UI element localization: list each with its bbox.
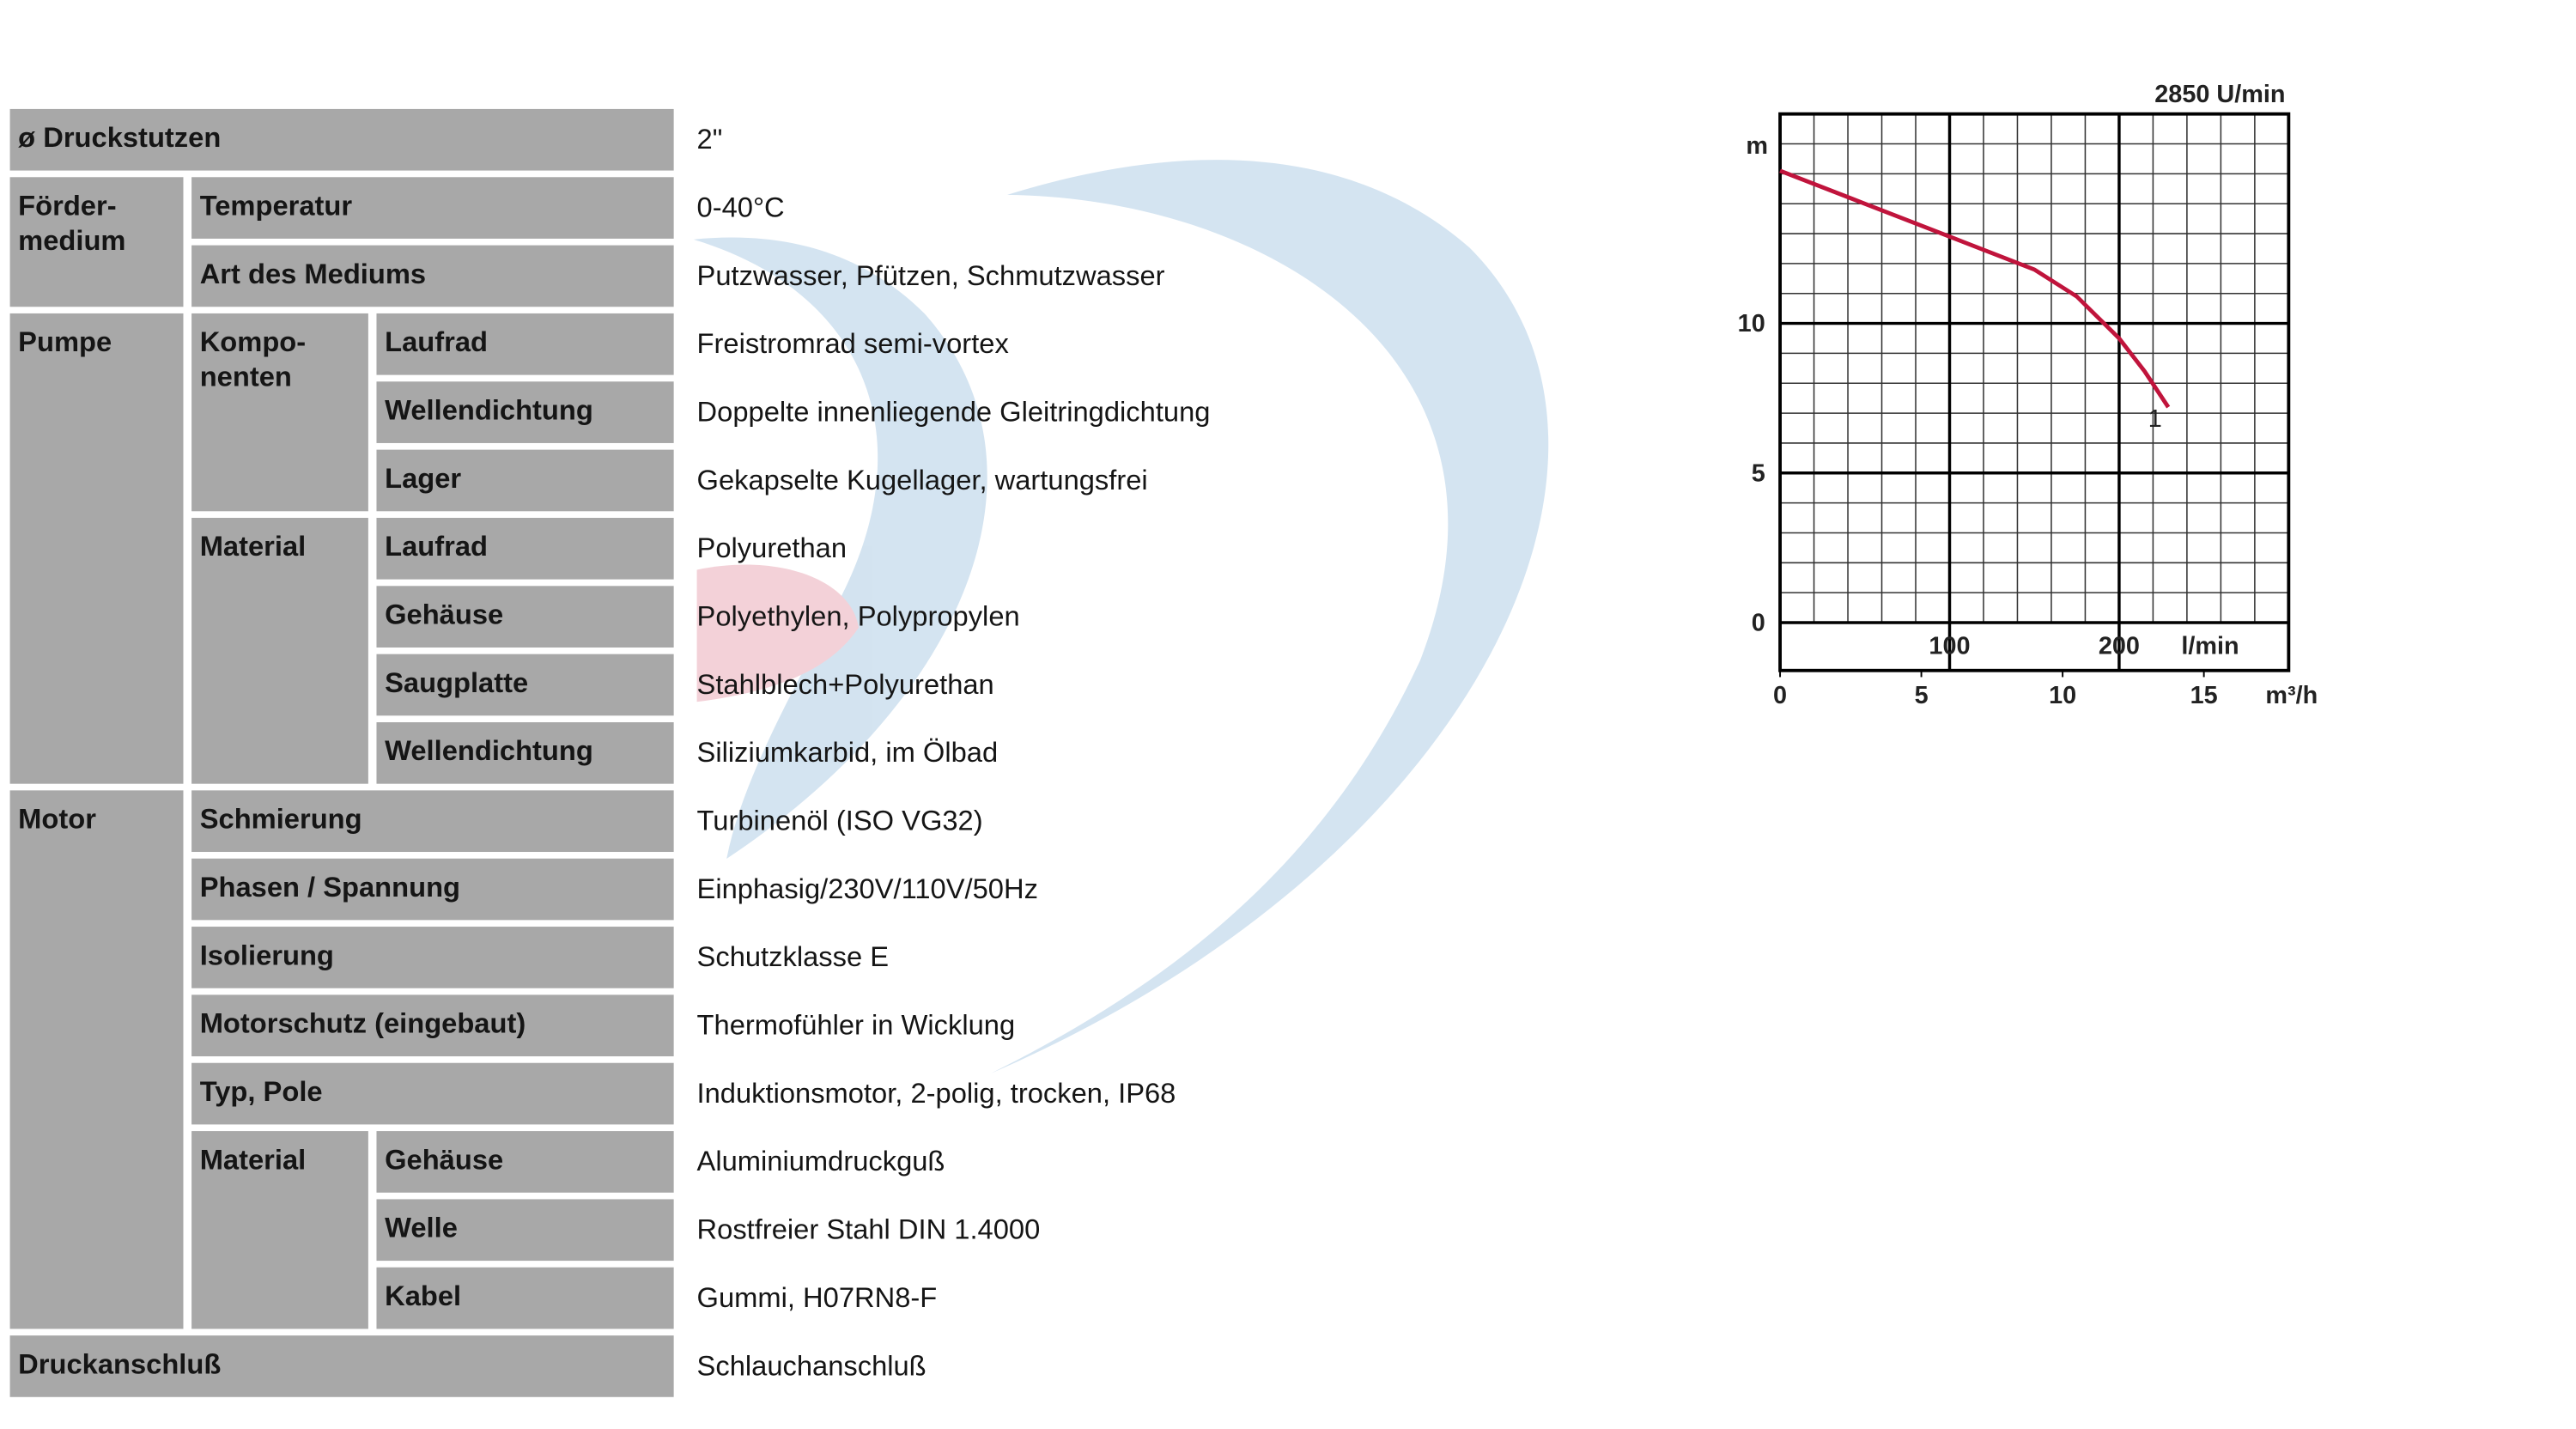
cell-value: Freistromrad semi-vortex xyxy=(697,327,1009,359)
cell-label: Material xyxy=(200,530,307,562)
cell-value: Rostfreier Stahl DIN 1.4000 xyxy=(697,1213,1041,1245)
label-cell xyxy=(191,313,368,512)
label-cell xyxy=(9,313,184,784)
cell-value: Induktionsmotor, 2-polig, trocken, IP68 xyxy=(697,1077,1176,1109)
label-cell xyxy=(9,1335,674,1397)
cell-value: Aluminiumdruckguß xyxy=(697,1145,945,1177)
x2-tick-label: 0 xyxy=(1773,682,1787,709)
x-tick-label: 100 xyxy=(1929,633,1970,660)
watermark-swoosh xyxy=(990,160,1549,1073)
label-cell xyxy=(376,449,674,512)
watermark-swoosh xyxy=(693,237,987,859)
label-cell xyxy=(9,790,184,1329)
label-cell xyxy=(376,654,674,716)
cell-value: 0-40°C xyxy=(697,191,785,222)
x2-tick-label: 5 xyxy=(1915,682,1929,709)
y-axis-label: m xyxy=(1746,132,1768,160)
cell-label: Isolierung xyxy=(200,939,334,970)
label-cell xyxy=(376,722,674,784)
curve xyxy=(1779,168,2171,409)
label-cell xyxy=(376,1131,674,1193)
cell-value: Schutzklasse E xyxy=(697,940,889,972)
cell-label: Wellendichtung xyxy=(385,394,593,426)
cell-label: Motorschutz (eingebaut) xyxy=(200,1007,526,1039)
cell-label: Temperatur xyxy=(200,189,353,221)
y-tick-label: 5 xyxy=(1752,459,1765,487)
label-cell xyxy=(376,381,674,443)
cell-label: Druckanschluß xyxy=(18,1347,221,1379)
cell-label: Lager xyxy=(385,462,461,494)
chart-title: 2850 U/min xyxy=(2154,81,2285,108)
label-cell xyxy=(376,1199,674,1262)
plot-frame xyxy=(1778,112,2291,672)
label-cell xyxy=(191,1131,368,1329)
cell-label: Material xyxy=(200,1143,307,1175)
watermark-dot xyxy=(696,564,860,702)
cell-label: Förder-medium xyxy=(18,189,125,255)
curve-label: 1 xyxy=(2148,405,2162,433)
x-axis-label: l/min xyxy=(2181,633,2239,660)
label-cell xyxy=(191,1062,674,1125)
label-cell xyxy=(191,790,674,853)
cell-value: Putzwasser, Pfützen, Schmutzwasser xyxy=(697,259,1165,291)
watermark xyxy=(693,160,1549,1073)
cell-value: Siliziumkarbid, im Ölbad xyxy=(697,736,999,768)
x-tick-label: 200 xyxy=(2099,633,2140,660)
y-tick-label: 0 xyxy=(1752,610,1765,637)
cell-value: Polyurethan xyxy=(697,532,847,563)
label-cell xyxy=(9,108,674,171)
cell-value: 2" xyxy=(697,123,723,155)
cell-value: Einphasig/230V/110V/50Hz xyxy=(697,873,1038,904)
label-cell xyxy=(191,517,368,784)
label-cell xyxy=(191,858,674,921)
cell-value: Turbinenöl (ISO VG32) xyxy=(697,805,983,836)
label-cell xyxy=(9,177,184,307)
x2-tick-label: 15 xyxy=(2190,682,2218,709)
cell-label: Laufrad xyxy=(385,325,488,357)
cell-label: Schmierung xyxy=(200,803,362,835)
label-cell xyxy=(191,177,674,239)
cell-label: Wellendichtung xyxy=(385,734,593,766)
label-cell xyxy=(191,994,674,1057)
cell-label: Welle xyxy=(385,1212,458,1244)
cell-label: Gehäuse xyxy=(385,1143,503,1175)
label-cell xyxy=(376,586,674,648)
cell-label: Laufrad xyxy=(385,530,488,562)
cell-label: Kompo-nenten xyxy=(200,325,306,392)
cell-label: Pumpe xyxy=(18,325,112,357)
cell-value: Stahlblech+Polyurethan xyxy=(697,668,994,700)
cell-value: Gekapselte Kugellager, wartungsfrei xyxy=(697,464,1148,496)
cell-label: Saugplatte xyxy=(385,666,528,698)
cell-label: ø Druckstutzen xyxy=(18,121,221,153)
cell-label: Art des Mediums xyxy=(200,258,426,289)
cell-value: Schlauchanschluß xyxy=(697,1349,927,1381)
cell-value: Polyethylen, Polypropylen xyxy=(697,599,1020,631)
cell-label: Motor xyxy=(18,803,96,835)
cell-label: Gehäuse xyxy=(385,599,503,630)
label-cell xyxy=(191,927,674,988)
spec-table: 2" ø Druckstutzen 0-40°C Temperatur Putzwass… xyxy=(9,108,1211,1397)
cell-value: Doppelte innenliegende Gleitringdichtung xyxy=(697,395,1211,427)
y-tick-label: 10 xyxy=(1738,310,1765,337)
label-cell xyxy=(376,517,674,580)
label-cell xyxy=(376,1267,674,1329)
cell-value: Thermofühler in Wicklung xyxy=(697,1009,1016,1041)
cell-label: Phasen / Spannung xyxy=(200,871,460,903)
x2-tick-label: 10 xyxy=(2049,682,2076,709)
cell-label: Typ, Pole xyxy=(200,1075,323,1107)
label-cell xyxy=(376,313,674,375)
label-cell xyxy=(191,245,674,307)
cell-label: Kabel xyxy=(385,1280,461,1311)
x2-axis-label: m³/h xyxy=(2265,682,2318,709)
cell-value: Gummi, H07RN8-F xyxy=(697,1281,938,1313)
